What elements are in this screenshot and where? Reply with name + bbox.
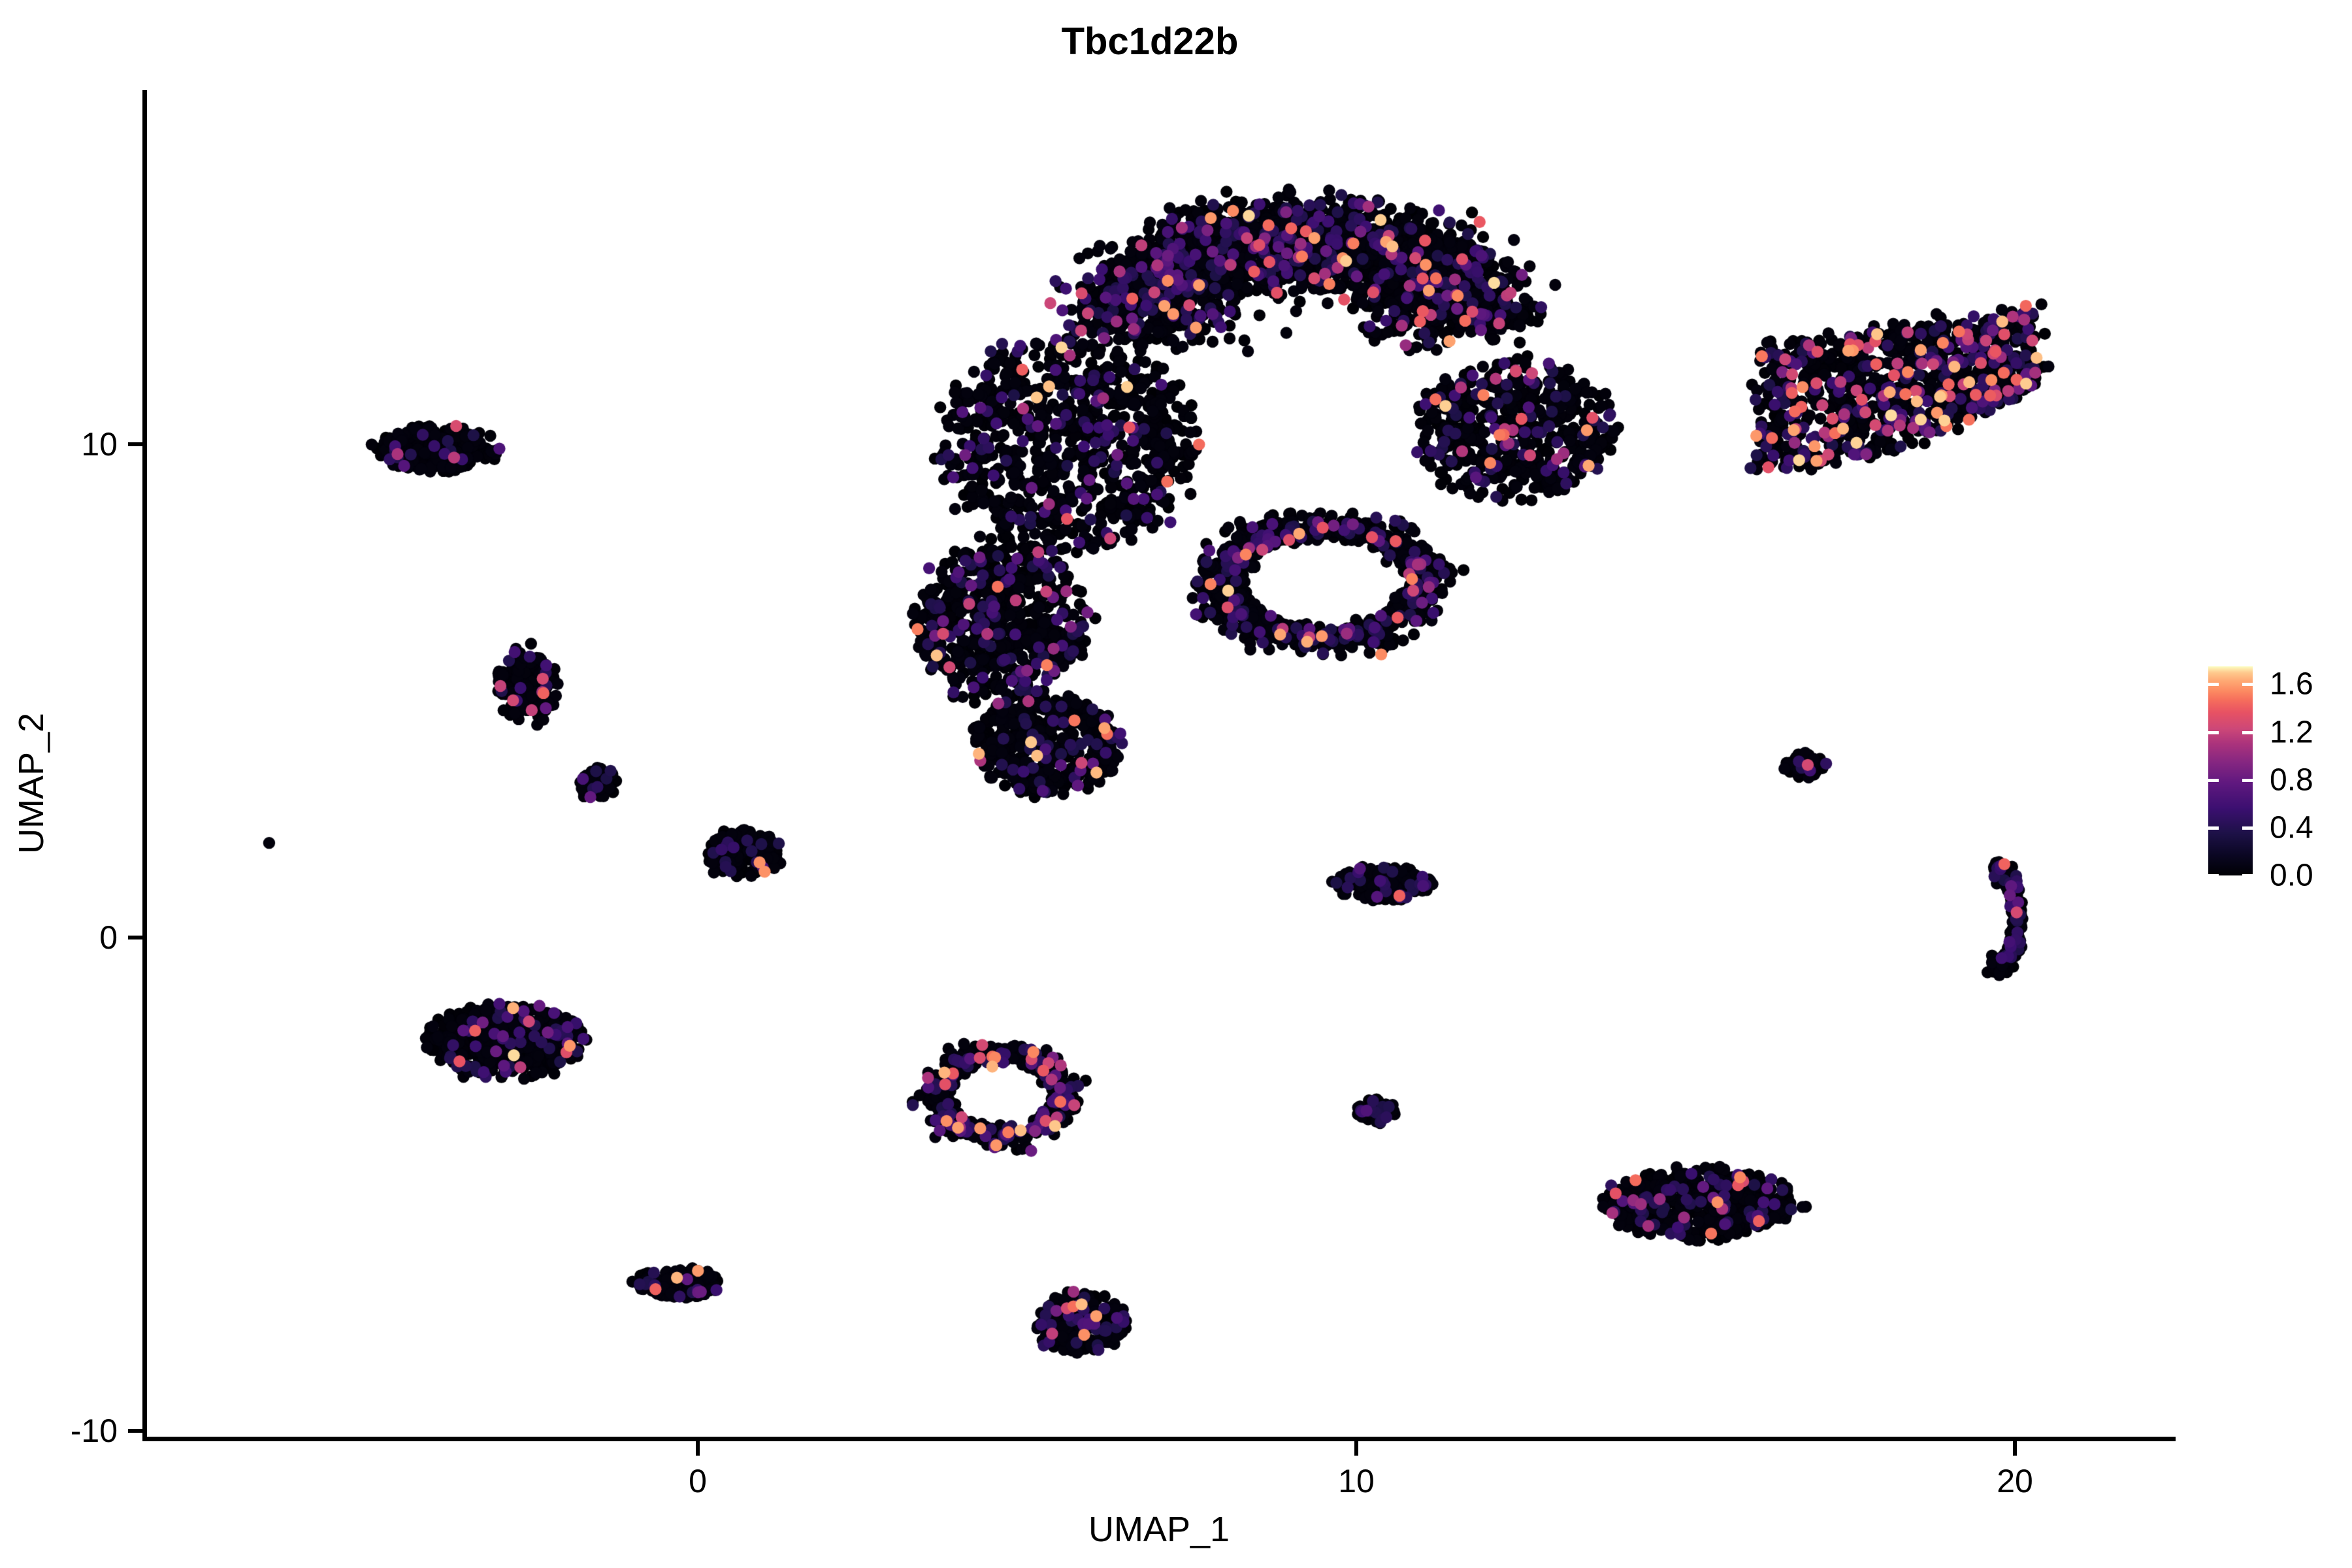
colorbar-tick xyxy=(2242,826,2253,830)
colorbar-tick xyxy=(2242,874,2253,877)
colorbar-tick xyxy=(2208,730,2219,734)
colorbar-tick xyxy=(2242,683,2253,687)
colorbar-tick-label: 0.0 xyxy=(2270,858,2313,893)
x-tick-mark xyxy=(2013,1441,2017,1456)
y-tick-label: 10 xyxy=(81,426,118,463)
colorbar-gradient xyxy=(2208,666,2253,875)
colorbar-tick xyxy=(2208,874,2219,877)
y-tick-mark xyxy=(128,936,142,939)
x-tick-mark xyxy=(1354,1441,1358,1456)
colorbar-tick-label: 0.8 xyxy=(2270,762,2313,798)
y-tick-mark xyxy=(128,442,142,446)
colorbar-tick xyxy=(2242,778,2253,782)
x-tick-label: 0 xyxy=(689,1463,707,1499)
colorbar-tick xyxy=(2208,683,2219,687)
y-axis-title: UMAP_2 xyxy=(12,712,51,855)
y-tick-label: 0 xyxy=(99,919,118,956)
colorbar-tick-label: 1.2 xyxy=(2270,715,2313,750)
colorbar-tick xyxy=(2208,826,2219,830)
y-axis-line xyxy=(142,90,147,1441)
x-tick-mark xyxy=(696,1441,700,1456)
colorbar-tick xyxy=(2242,730,2253,734)
x-tick-label: 20 xyxy=(1997,1463,2033,1499)
x-tick-label: 10 xyxy=(1338,1463,1375,1499)
y-tick-label: -10 xyxy=(70,1413,118,1449)
x-axis-title: UMAP_1 xyxy=(1088,1510,1230,1549)
x-axis-line xyxy=(142,1437,2176,1441)
colorbar-tick-label: 0.4 xyxy=(2270,810,2313,845)
y-tick-mark xyxy=(128,1429,142,1433)
colorbar-tick xyxy=(2208,778,2219,782)
colorbar-tick-label: 1.6 xyxy=(2270,666,2313,702)
